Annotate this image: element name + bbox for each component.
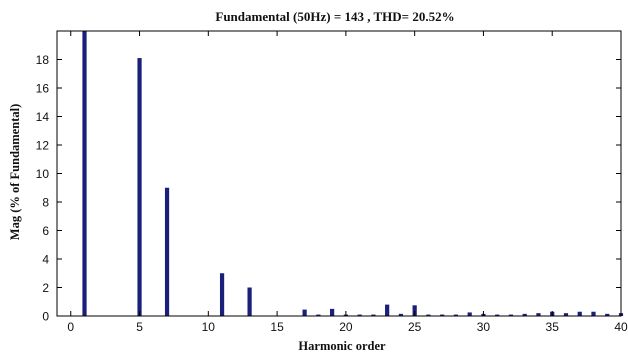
bar-harmonic-34	[536, 313, 541, 316]
x-tick-label-40: 40	[614, 320, 628, 334]
y-tick-label-0: 0	[42, 310, 49, 324]
bar-harmonic-22	[371, 314, 376, 316]
bar-harmonic-26	[426, 314, 431, 316]
y-tick-label-10: 10	[36, 167, 50, 181]
x-tick-label-25: 25	[408, 320, 422, 334]
bar-harmonic-24	[398, 313, 403, 316]
bar-harmonic-31	[495, 314, 500, 316]
bar-harmonic-19	[330, 308, 335, 317]
y-tick-label-14: 14	[36, 110, 50, 124]
bar-harmonic-36	[563, 313, 569, 316]
bar-harmonic-11	[219, 273, 225, 316]
x-tick-label-0: 0	[67, 320, 74, 334]
y-tick-label-4: 4	[42, 253, 49, 267]
x-tick-label-20: 20	[339, 320, 353, 334]
bar-harmonic-37	[577, 311, 582, 316]
chart-title: Fundamental (50Hz) = 143 , THD= 20.52%	[215, 9, 454, 24]
bar-harmonic-29	[467, 312, 472, 316]
x-tick-label-35: 35	[546, 320, 560, 334]
bar-harmonic-32	[508, 314, 514, 316]
y-tick-label-16: 16	[36, 82, 50, 96]
y-axis-label: Mag (% of Fundamental)	[8, 104, 22, 240]
bar-harmonic-7	[164, 187, 170, 316]
plot-frame	[56, 30, 622, 317]
y-tick-label-18: 18	[36, 53, 50, 67]
y-tick-label-2: 2	[42, 281, 49, 295]
bars-layer	[82, 31, 624, 317]
bar-harmonic-5	[137, 58, 142, 316]
bar-harmonic-17	[302, 309, 307, 316]
bar-harmonic-13	[247, 287, 252, 316]
x-axis-label: Harmonic order	[298, 339, 386, 353]
ticks-layer: 0 5 10 15 20 25 30 35 40 0 2 4 6 8 10 12 14 16 18	[36, 31, 628, 334]
bar-harmonic-33	[522, 313, 527, 316]
y-tick-label-8: 8	[42, 196, 49, 210]
x-tick-label-15: 15	[270, 320, 284, 334]
bar-harmonic-28	[453, 314, 459, 316]
x-tick-label-10: 10	[202, 320, 216, 334]
bar-harmonic-38	[591, 311, 596, 316]
bar-harmonic-21	[357, 314, 362, 316]
bar-harmonic-27	[440, 314, 445, 316]
bar-harmonic-39	[605, 313, 610, 316]
y-tick-label-12: 12	[36, 139, 50, 153]
bar-harmonic-25	[412, 305, 417, 316]
bar-harmonic-23	[385, 304, 390, 316]
x-tick-label-5: 5	[136, 320, 143, 334]
x-tick-label-30: 30	[477, 320, 491, 334]
bar-harmonic-18	[316, 314, 321, 316]
y-tick-label-6: 6	[42, 224, 49, 238]
bar-harmonic-1	[82, 31, 87, 316]
